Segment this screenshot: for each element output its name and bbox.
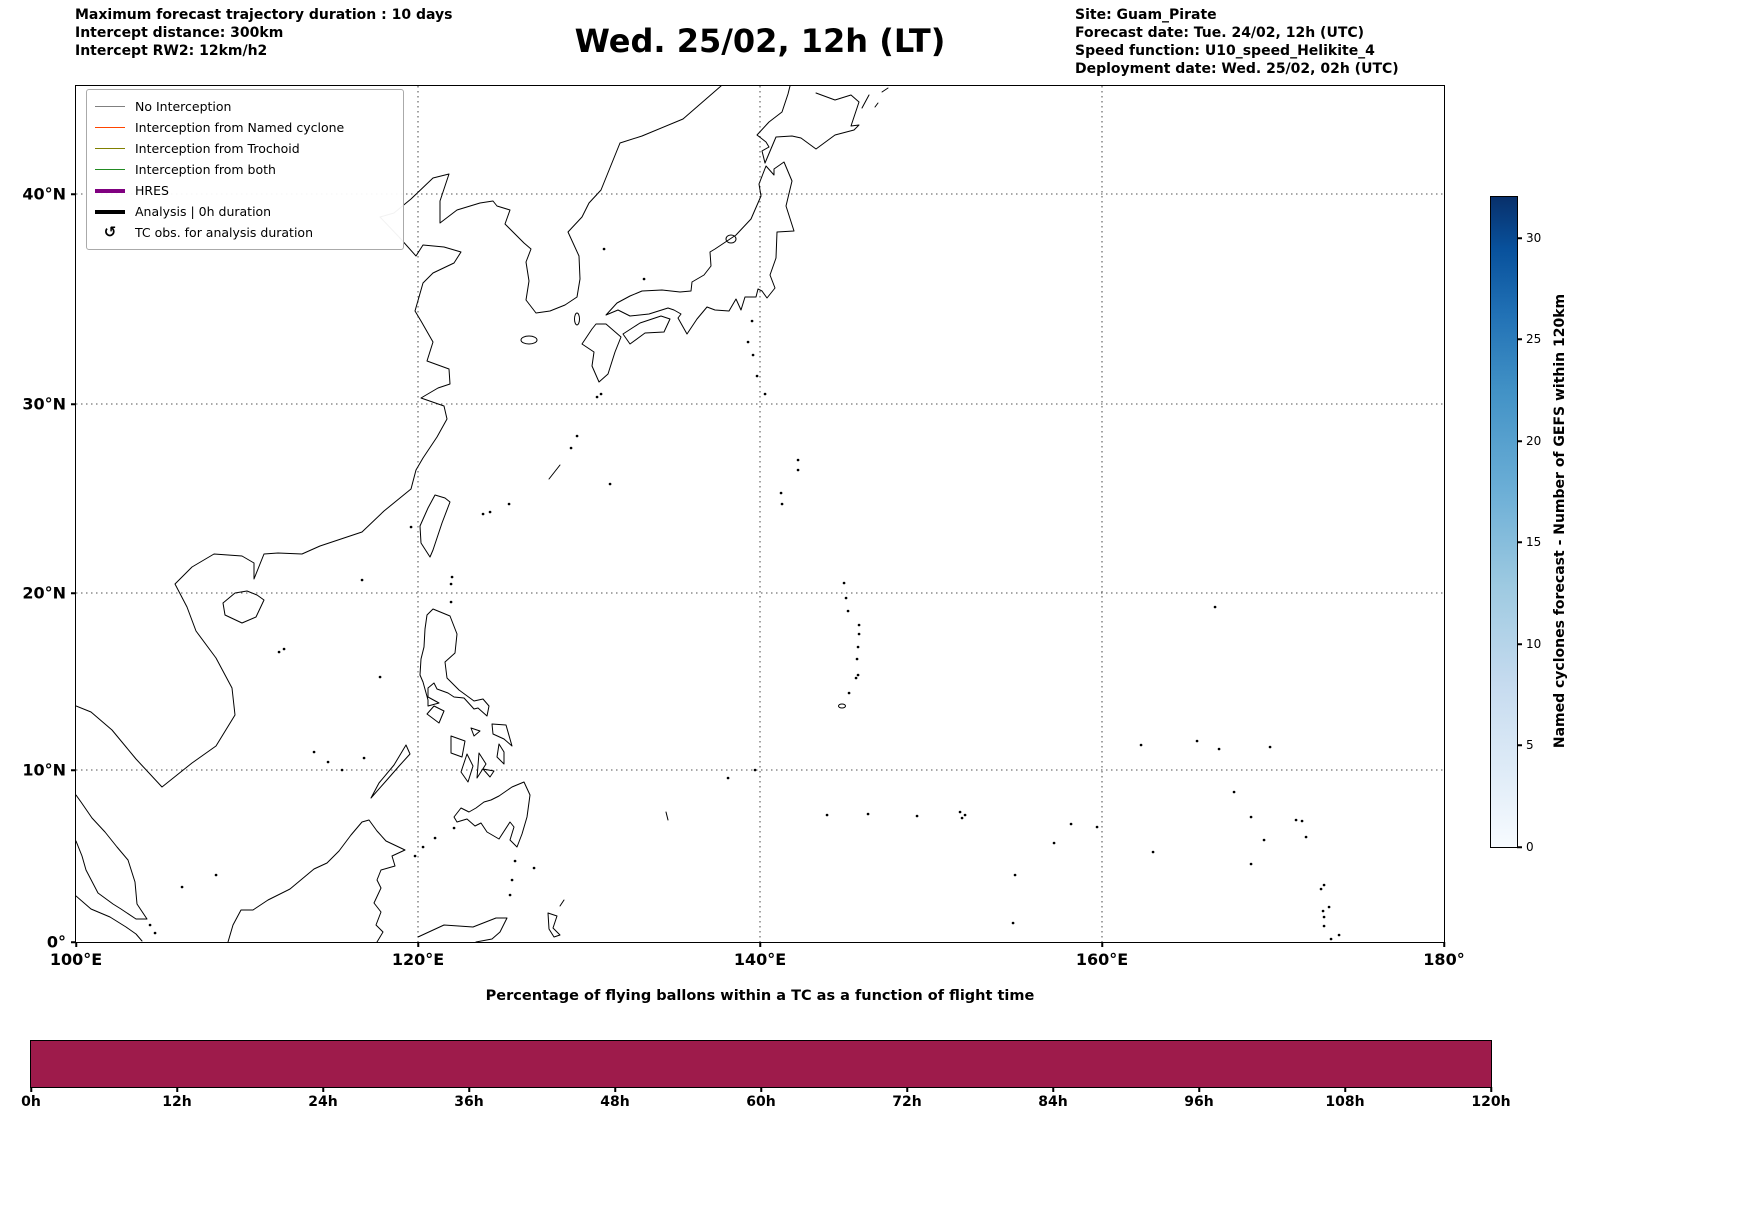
colorbar-tick-mark <box>1517 237 1522 239</box>
bottom-tick-96h: 96h <box>1184 1094 1214 1110</box>
ytick-20n: 20°N <box>22 583 66 603</box>
coastlines <box>76 86 889 942</box>
header-right: Site: Guam_Pirate Forecast date: Tue. 24… <box>1075 6 1399 78</box>
bottom-tick-mark <box>176 1087 178 1092</box>
legend-item-tc-obs: ↺ TC obs. for analysis duration <box>95 222 395 243</box>
ytick-0: 0° <box>46 932 66 952</box>
legend-label: TC obs. for analysis duration <box>135 225 313 240</box>
deployment-date-text: Deployment date: Wed. 25/02, 02h (UTC) <box>1075 61 1399 77</box>
flight-time-bar-chart: 0h 12h 24h 36h 48h 60h 72h 84h 96h 108h … <box>21 1040 1511 1110</box>
speed-function-text: Speed function: U10_speed_Helikite_4 <box>1075 43 1375 59</box>
xtick-mark <box>417 942 419 947</box>
bottom-tick-36h: 36h <box>454 1094 484 1110</box>
ytick-mark <box>71 592 76 594</box>
bottom-tick-mark <box>1052 1087 1054 1092</box>
legend-label: HRES <box>135 183 169 198</box>
colorbar-tick-10: 10 <box>1526 637 1542 651</box>
colorbar-tick-5: 5 <box>1526 738 1534 752</box>
xtick-160e: 160°E <box>1075 950 1129 969</box>
legend-label: Analysis | 0h duration <box>135 204 272 219</box>
colorbar-tick-15: 15 <box>1526 535 1542 549</box>
black-line-icon <box>95 209 125 214</box>
legend-item-analysis: Analysis | 0h duration <box>95 201 395 222</box>
ytick-mark <box>71 193 76 195</box>
xtick-mark <box>75 942 77 947</box>
colorbar-tick-mark <box>1517 541 1522 543</box>
xtick-mark <box>1443 942 1445 947</box>
gray-line-icon <box>95 106 125 107</box>
ytick-mark <box>71 403 76 405</box>
bottom-tick-120h: 120h <box>1471 1094 1511 1110</box>
max-duration-text: Maximum forecast trajectory duration : 1… <box>75 7 453 23</box>
ytick-mark <box>71 941 76 943</box>
legend-item-both: Interception from both <box>95 159 395 180</box>
bottom-tick-mark <box>906 1087 908 1092</box>
legend-item-trochoid: Interception from Trochoid <box>95 138 395 159</box>
intercept-rw2-text: Intercept RW2: 12km/h2 <box>75 43 268 59</box>
xtick-100e: 100°E <box>49 950 103 969</box>
colorbar-tick-0: 0 <box>1526 840 1534 854</box>
colorbar-tick-mark <box>1517 440 1522 442</box>
legend-label: Interception from Named cyclone <box>135 120 345 135</box>
map-legend: No Interception Interception from Named … <box>86 89 404 250</box>
forecast-date-text: Forecast date: Tue. 24/02, 12h (UTC) <box>1075 25 1365 41</box>
ytick-10n: 10°N <box>22 760 66 780</box>
map-axes: No Interception Interception from Named … <box>22 85 1465 969</box>
bottom-tick-48h: 48h <box>600 1094 630 1110</box>
bottom-tick-84h: 84h <box>1038 1094 1068 1110</box>
colorbar-tick-mark <box>1517 338 1522 340</box>
ytick-30n: 30°N <box>22 394 66 414</box>
colorbar-label: Named cyclones forecast - Number of GEFS… <box>1552 293 1568 749</box>
green-line-icon <box>95 169 125 170</box>
bottom-tick-mark <box>1490 1087 1492 1092</box>
xtick-180: 180° <box>1423 950 1465 969</box>
legend-item-named-cyclone: Interception from Named cyclone <box>95 117 395 138</box>
purple-line-icon <box>95 188 125 193</box>
bottom-tick-mark <box>614 1087 616 1092</box>
ytick-mark <box>71 769 76 771</box>
figure-title: Wed. 25/02, 12h (LT) <box>574 22 946 60</box>
legend-label: Interception from both <box>135 162 276 177</box>
xtick-mark <box>1101 942 1103 947</box>
bottom-tick-108h: 108h <box>1325 1094 1365 1110</box>
bottom-tick-12h: 12h <box>162 1094 192 1110</box>
site-text: Site: Guam_Pirate <box>1075 7 1217 23</box>
bottom-tick-72h: 72h <box>892 1094 922 1110</box>
island-dots <box>148 247 1341 941</box>
bottom-tick-mark <box>1344 1087 1346 1092</box>
bottom-tick-mark <box>468 1087 470 1092</box>
gridlines <box>76 86 1444 942</box>
olive-line-icon <box>95 148 125 149</box>
bottom-tick-0h: 0h <box>21 1094 41 1110</box>
intercept-distance-text: Intercept distance: 300km <box>75 25 284 41</box>
bottom-tick-mark <box>30 1087 32 1092</box>
bottom-chart-title: Percentage of flying ballons within a TC… <box>485 988 1035 1004</box>
colorbar: 0 5 10 15 20 25 30 <box>1490 196 1541 854</box>
xtick-140e: 140°E <box>733 950 787 969</box>
orangered-line-icon <box>95 127 125 128</box>
legend-item-no-interception: No Interception <box>95 96 395 117</box>
ytick-40n: 40°N <box>22 184 66 204</box>
legend-label: No Interception <box>135 99 232 114</box>
legend-label: Interception from Trochoid <box>135 141 300 156</box>
colorbar-tick-20: 20 <box>1526 434 1542 448</box>
legend-item-hres: HRES <box>95 180 395 201</box>
bottom-tick-mark <box>760 1087 762 1092</box>
bottom-tick-mark <box>1198 1087 1200 1092</box>
colorbar-tick-25: 25 <box>1526 332 1542 346</box>
tc-obs-icon: ↺ <box>103 223 117 241</box>
header-left: Maximum forecast trajectory duration : 1… <box>75 6 452 60</box>
bottom-tick-24h: 24h <box>308 1094 338 1110</box>
xtick-mark <box>759 942 761 947</box>
bottom-tick-mark <box>322 1087 324 1092</box>
colorbar-tick-mark <box>1517 846 1522 848</box>
map-canvas <box>76 86 1444 942</box>
colorbar-tick-mark <box>1517 744 1522 746</box>
xtick-120e: 120°E <box>391 950 445 969</box>
bottom-tick-60h: 60h <box>746 1094 776 1110</box>
colorbar-tick-30: 30 <box>1526 231 1542 245</box>
percentage-bar <box>31 1041 1491 1087</box>
colorbar-tick-mark <box>1517 643 1522 645</box>
